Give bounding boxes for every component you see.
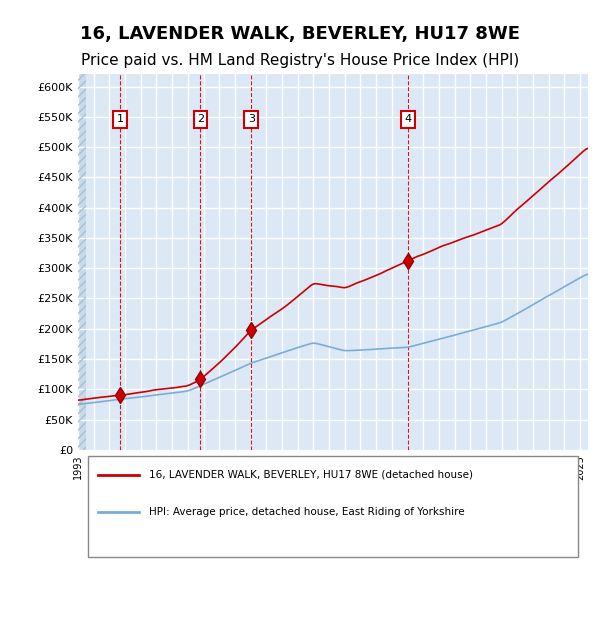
Text: HPI: Average price, detached house, East Riding of Yorkshire: HPI: Average price, detached house, East… bbox=[149, 507, 465, 517]
16, LAVENDER WALK, BEVERLEY, HU17 8WE (detached house) bbox=[584, 144, 592, 152]
16, LAVENDER WALK, BEVERLEY, HU17 8WE (detached house) bbox=[166, 384, 173, 392]
HPI: Average price, detached house, East Riding of Yorkshire: (2.03e+03, 2.9e+05): Average price, detached house, East Ridi… bbox=[584, 270, 592, 278]
16, LAVENDER WALK, BEVERLEY, HU17 8WE (detached house) bbox=[302, 286, 309, 294]
16, LAVENDER WALK, BEVERLEY, HU17 8WE (detached house) bbox=[452, 237, 460, 245]
16, LAVENDER WALK, BEVERLEY, HU17 8WE (detached house) bbox=[377, 270, 385, 277]
Text: 3: 3 bbox=[248, 115, 255, 125]
Bar bbox=[78, 74, 86, 450]
Text: 16, LAVENDER WALK, BEVERLEY, HU17 8WE (detached house): 16, LAVENDER WALK, BEVERLEY, HU17 8WE (d… bbox=[149, 470, 473, 480]
Text: 16, LAVENDER WALK, BEVERLEY, HU17 8WE: 16, LAVENDER WALK, BEVERLEY, HU17 8WE bbox=[80, 25, 520, 43]
16, LAVENDER WALK, BEVERLEY, HU17 8WE (detached house) bbox=[356, 278, 363, 286]
HPI: Average price, detached house, East Riding of Yorkshire: (2.01e+03, 1.65e+05): Average price, detached house, East Ridi… bbox=[356, 347, 363, 354]
Line: 16, LAVENDER WALK, BEVERLEY, HU17 8WE (detached house): 16, LAVENDER WALK, BEVERLEY, HU17 8WE (d… bbox=[78, 148, 588, 400]
HPI: Average price, detached house, East Riding of Yorkshire: (1.99e+03, 7.54e+04): Average price, detached house, East Ridi… bbox=[74, 401, 82, 408]
Text: 1: 1 bbox=[116, 115, 124, 125]
Bar bbox=[78, 74, 86, 450]
Text: 2: 2 bbox=[197, 115, 204, 125]
HPI: Average price, detached house, East Riding of Yorkshire: (2.01e+03, 1.73e+05): Average price, detached house, East Ridi… bbox=[302, 342, 309, 349]
Line: HPI: Average price, detached house, East Riding of Yorkshire: HPI: Average price, detached house, East… bbox=[78, 274, 588, 404]
Text: 4: 4 bbox=[404, 115, 412, 125]
16, LAVENDER WALK, BEVERLEY, HU17 8WE (detached house) bbox=[74, 396, 82, 404]
16, LAVENDER WALK, BEVERLEY, HU17 8WE (detached house) bbox=[464, 233, 472, 241]
HPI: Average price, detached house, East Riding of Yorkshire: (2.02e+03, 1.9e+05): Average price, detached house, East Ridi… bbox=[452, 331, 460, 339]
Text: Price paid vs. HM Land Registry's House Price Index (HPI): Price paid vs. HM Land Registry's House … bbox=[81, 53, 519, 68]
FancyBboxPatch shape bbox=[88, 456, 578, 557]
HPI: Average price, detached house, East Riding of Yorkshire: (2.02e+03, 1.96e+05): Average price, detached house, East Ridi… bbox=[464, 328, 472, 335]
HPI: Average price, detached house, East Riding of Yorkshire: (2e+03, 9.32e+04): Average price, detached house, East Ridi… bbox=[166, 390, 173, 397]
HPI: Average price, detached house, East Riding of Yorkshire: (2.01e+03, 1.67e+05): Average price, detached house, East Ridi… bbox=[377, 345, 385, 353]
